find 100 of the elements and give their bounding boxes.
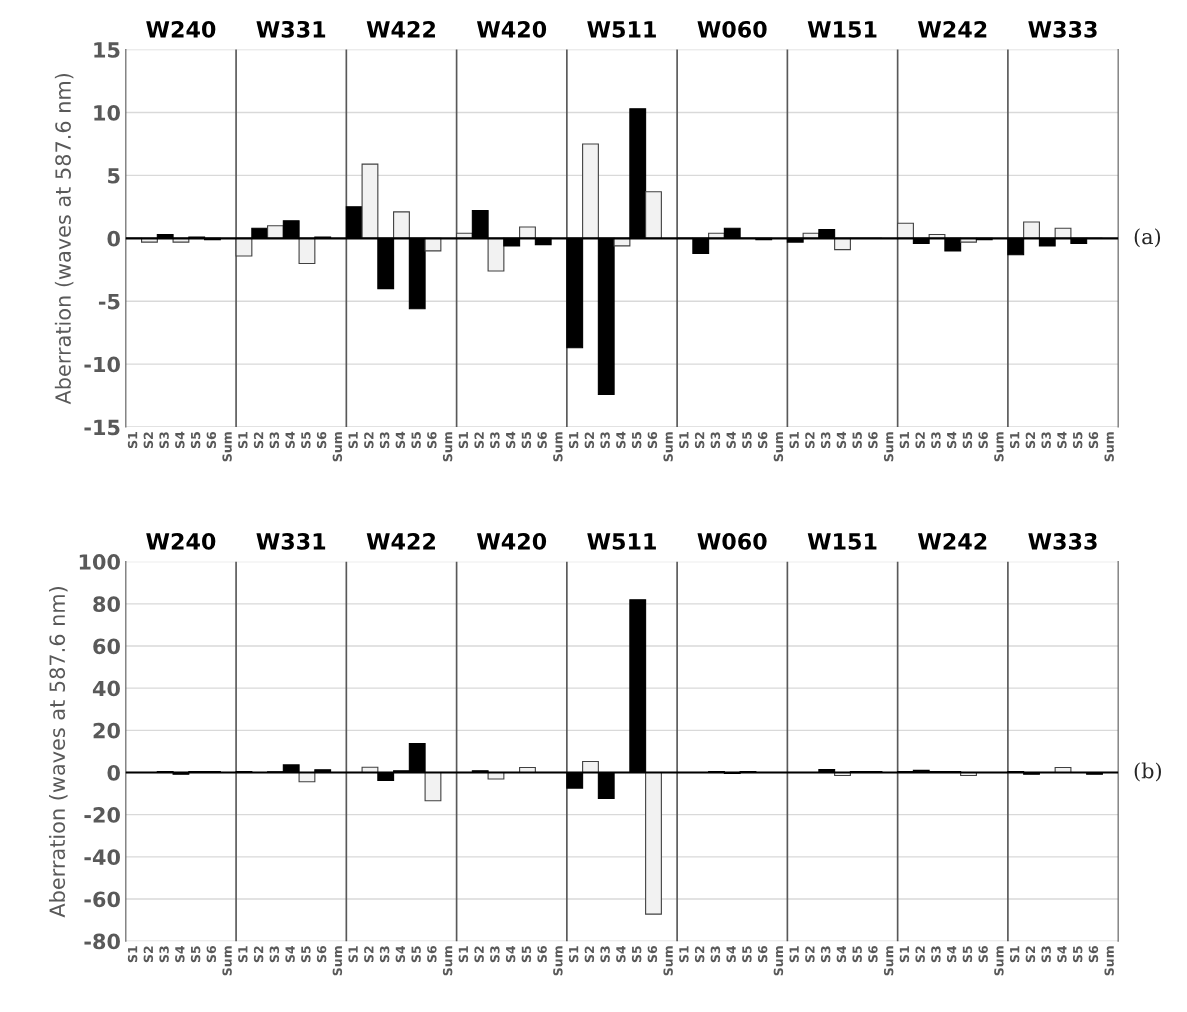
x-tick-label: S6 <box>978 431 988 449</box>
x-tick-label: S1 <box>899 946 910 963</box>
x-tick-label: S2 <box>143 946 154 963</box>
x-tick-label: S4 <box>285 945 295 963</box>
x-tick-label: S1 <box>568 946 579 963</box>
x-tick-label: S5 <box>742 432 752 449</box>
x-tick-label: S5 <box>411 432 421 449</box>
x-tick-label: Sum <box>332 432 343 462</box>
x-tick-label: S1 <box>127 946 138 963</box>
text: W420 <box>476 532 547 550</box>
x-tick-label: S3 <box>931 946 941 963</box>
x-tick-label: S3 <box>931 432 941 449</box>
y-tick-label: -80 <box>84 933 120 950</box>
x-tick-label: S2 <box>474 432 484 449</box>
y-tick-label: 80 <box>93 596 120 613</box>
text: W060 <box>697 532 767 550</box>
x-tick-label: Sum <box>1104 946 1114 976</box>
x-tick-label: S4 <box>616 945 626 963</box>
x-tick-label: S6 <box>537 946 547 963</box>
x-tick-label: S1 <box>348 432 358 449</box>
x-tick-label: S1 <box>568 432 579 449</box>
x-tick-label: S4 <box>946 945 957 963</box>
x-tick-label: Sum <box>442 946 453 976</box>
x-tick-label: S5 <box>631 946 642 963</box>
x-tick-label: S6 <box>647 431 658 449</box>
x-tick-label: S5 <box>301 432 311 449</box>
x-tick-label: S3 <box>710 946 721 963</box>
x-tick-label: S6 <box>757 946 768 963</box>
x-tick-label: S6 <box>1088 946 1099 963</box>
x-tick-label: S5 <box>411 946 421 963</box>
text: W242 <box>917 20 987 38</box>
x-tick-label: S2 <box>364 946 374 963</box>
text: W240 <box>146 532 216 550</box>
y-tick-label: 15 <box>94 42 120 58</box>
x-tick-label: S6 <box>757 431 768 449</box>
x-tick-label: S6 <box>316 431 327 449</box>
x-tick-label: S2 <box>474 946 484 963</box>
x-tick-label: S3 <box>820 946 831 963</box>
x-tick-label: S5 <box>852 432 862 449</box>
x-tick-label: Sum <box>1104 432 1114 462</box>
x-tick-label: S4 <box>836 945 847 963</box>
x-tick-label: S1 <box>458 946 469 963</box>
x-tick-label: Sum <box>442 432 453 462</box>
x-tick-label: S3 <box>820 432 831 449</box>
y-tick-label: -40 <box>84 849 120 866</box>
x-tick-label: S5 <box>962 946 973 963</box>
x-tick-label: S4 <box>175 945 185 963</box>
x-tick-label: S4 <box>395 945 406 963</box>
x-tick-label: S3 <box>159 432 169 449</box>
x-tick-label: S3 <box>600 432 610 449</box>
x-tick-label: S4 <box>836 431 847 449</box>
x-tick-label: Sum <box>222 432 232 462</box>
x-tick-label: S5 <box>742 946 752 963</box>
y-tick-label: -15 <box>84 419 120 436</box>
x-tick-label: S3 <box>269 432 280 449</box>
x-tick-label: Sum <box>994 432 1004 462</box>
y-tick-label: -20 <box>84 807 120 823</box>
x-tick-label: S2 <box>1025 432 1036 449</box>
x-tick-label: S5 <box>1072 946 1083 963</box>
y-tick-label: -60 <box>84 891 120 908</box>
x-tick-label: S5 <box>631 432 642 449</box>
x-tick-label: S4 <box>616 431 626 449</box>
x-tick-label: S1 <box>348 946 358 963</box>
x-tick-label: S4 <box>285 431 295 449</box>
x-tick-label: S6 <box>537 431 547 449</box>
x-tick-label: S3 <box>710 432 721 449</box>
text: W242 <box>917 532 987 550</box>
text: W060 <box>697 20 767 38</box>
y-tick-label: -5 <box>98 293 120 310</box>
x-tick-label: S4 <box>1057 431 1067 449</box>
text: W420 <box>476 20 547 38</box>
x-tick-label: Sum <box>773 946 784 976</box>
text: W422 <box>366 20 435 38</box>
x-tick-label: S1 <box>679 946 689 963</box>
x-tick-label: Sum <box>553 432 563 462</box>
y-tick-label: 5 <box>108 168 120 184</box>
x-tick-label: S4 <box>726 431 736 449</box>
x-tick-label: Sum <box>883 946 894 976</box>
x-tick-label: Sum <box>663 946 673 976</box>
x-tick-label: S2 <box>584 432 595 449</box>
text: W151 <box>807 533 877 550</box>
x-tick-label: S4 <box>505 431 516 449</box>
y-tick-label: -10 <box>84 356 120 373</box>
x-tick-label: Sum <box>553 946 563 976</box>
x-tick-label: S6 <box>978 946 988 963</box>
x-tick-label: S2 <box>805 946 815 963</box>
x-tick-label: Sum <box>883 432 894 462</box>
x-tick-label: S5 <box>1072 432 1083 449</box>
text: W240 <box>146 20 216 38</box>
x-tick-label: S4 <box>726 945 736 963</box>
x-tick-label: S4 <box>946 431 957 449</box>
x-tick-label: S3 <box>269 946 280 963</box>
x-tick-label: S6 <box>316 946 327 963</box>
x-tick-label: S5 <box>190 946 201 963</box>
y-tick-label: 0 <box>107 764 120 781</box>
text: W422 <box>366 532 435 550</box>
x-tick-label: S4 <box>395 431 406 449</box>
y-axis-title: Aberration (waves at 587.6 nm) <box>54 73 74 405</box>
x-tick-label: S2 <box>364 432 374 449</box>
x-tick-label: S5 <box>852 946 862 963</box>
